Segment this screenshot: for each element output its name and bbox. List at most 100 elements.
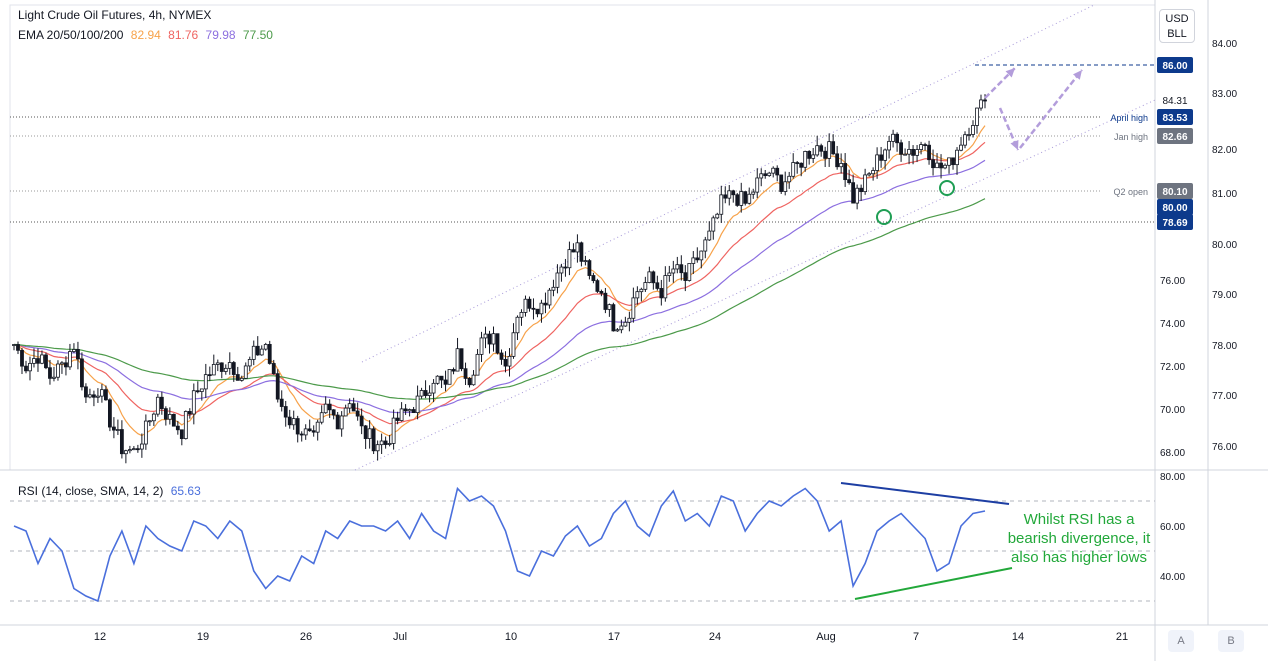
chart-title-text: Light Crude Oil Futures, 4h, NYMEX <box>18 8 212 22</box>
candle-body <box>767 172 772 177</box>
candle-body <box>751 191 756 195</box>
candle-body <box>419 390 424 397</box>
candle-body <box>619 325 624 331</box>
candle-body <box>355 410 360 417</box>
rsi-legend-label: RSI (14, close, SMA, 14, 2) <box>18 484 164 498</box>
candle-body <box>695 257 700 261</box>
rsi-legend: RSI (14, close, SMA, 14, 2) 65.63 <box>18 484 205 498</box>
candle-body <box>92 394 96 398</box>
candle-body <box>743 191 748 204</box>
candle-body <box>395 417 400 421</box>
candle-body <box>227 362 232 369</box>
candle-body <box>263 344 268 350</box>
candle-body <box>187 411 192 415</box>
q2-open-tag-bg <box>1157 183 1193 199</box>
candle-body <box>975 107 979 126</box>
level-80-tag-bg <box>1157 199 1193 215</box>
price-tick-label-left: 72.00 <box>1160 362 1185 373</box>
candle-body <box>211 364 216 376</box>
candle-body <box>363 425 368 439</box>
candle-body <box>831 141 836 155</box>
candle-body <box>131 448 136 451</box>
candle-body <box>163 408 168 420</box>
candle-body <box>787 175 792 183</box>
candle-body <box>327 403 332 411</box>
candle-body <box>367 428 372 439</box>
candle-body <box>659 288 664 299</box>
candle-body <box>739 191 744 206</box>
price-tick-label: 82.00 <box>1212 145 1237 156</box>
candle-body <box>219 362 224 372</box>
candle-body <box>255 345 260 356</box>
april-high-label: April high <box>1110 113 1148 123</box>
candle-body <box>315 421 320 433</box>
candle-body <box>199 388 204 392</box>
candle-body <box>427 392 432 396</box>
candle-body <box>939 162 943 169</box>
candle-body <box>927 144 931 161</box>
candle-body <box>191 390 196 415</box>
candle-body <box>347 403 352 409</box>
candle-body <box>479 337 484 355</box>
candle-body <box>447 369 452 385</box>
candle-body <box>779 174 784 192</box>
forecast-arrow-up-1-head <box>1005 68 1015 78</box>
time-tick-label: 14 <box>1012 631 1024 643</box>
candle-body <box>967 134 971 136</box>
candle-body <box>24 365 28 372</box>
channel-lower-line <box>354 99 1156 471</box>
candle-body <box>403 408 408 412</box>
chart-title: Light Crude Oil Futures, 4h, NYMEX <box>18 8 215 22</box>
candle-body <box>851 182 856 204</box>
candle-body <box>791 162 796 177</box>
candle-body <box>907 148 911 155</box>
price-tick-label: 84.00 <box>1212 39 1237 50</box>
candle-body <box>115 429 120 431</box>
rsi-tick-label: 40.00 <box>1160 572 1185 583</box>
candle-body <box>671 268 676 274</box>
candle-body <box>795 162 800 164</box>
ema50-line <box>13 141 986 425</box>
currency-line2: BLL <box>1167 28 1187 40</box>
candle-body <box>843 163 848 181</box>
candle-body <box>771 167 776 174</box>
candle-body <box>807 151 812 159</box>
candle-body <box>267 344 272 364</box>
candlesticks <box>12 94 987 464</box>
candle-body <box>299 433 304 436</box>
candle-body <box>435 375 440 384</box>
candle-body <box>467 378 472 386</box>
candle-body <box>535 308 540 315</box>
candle-body <box>155 396 160 415</box>
candle-body <box>80 358 84 388</box>
candle-body <box>335 414 340 430</box>
candle-body <box>559 266 564 274</box>
candle-body <box>835 153 840 168</box>
april-high-tag-bg <box>1157 109 1193 125</box>
candle-body <box>951 157 955 166</box>
rsi-tick-label: 60.00 <box>1160 522 1185 533</box>
candle-body <box>111 426 116 431</box>
candle-body <box>123 450 128 455</box>
candle-body <box>311 430 316 433</box>
axis-a-button[interactable]: A <box>1168 630 1194 652</box>
candle-body <box>579 242 584 262</box>
ema50-value: 81.76 <box>168 28 199 42</box>
april-high-tag: 83.53 <box>1162 113 1187 124</box>
candle-body <box>431 382 436 394</box>
candle-body <box>847 179 852 184</box>
candle-body <box>959 144 963 151</box>
candle-body <box>159 396 164 410</box>
currency-unit-button[interactable]: USD BLL <box>1159 9 1195 43</box>
ema-legend: EMA 20/50/100/200 82.94 81.76 79.98 77.5… <box>18 28 277 42</box>
level-80-tag: 80.00 <box>1162 203 1187 214</box>
axis-b-button[interactable]: B <box>1218 630 1244 652</box>
time-tick-label: 24 <box>709 631 721 643</box>
candle-body <box>239 377 244 381</box>
candle-body <box>491 333 496 345</box>
candle-body <box>483 333 488 339</box>
ema20-value: 82.94 <box>130 28 161 42</box>
candle-body <box>615 329 620 332</box>
candle-body <box>52 376 56 379</box>
